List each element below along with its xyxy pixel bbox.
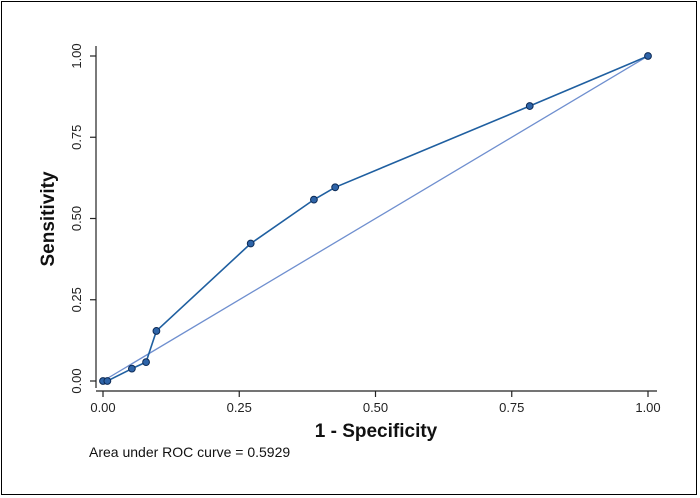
- x-axis-title: 1 - Specificity: [315, 421, 438, 442]
- x-tick-label: 0.00: [90, 400, 115, 415]
- roc-points: [99, 52, 652, 385]
- reference-diagonal-line: [102, 55, 649, 382]
- roc-point-marker: [103, 377, 112, 385]
- y-ticks: 0.00 0.25 0.50 0.75 1.00: [69, 43, 96, 394]
- x-tick-label: 1.00: [635, 400, 660, 415]
- roc-point-marker: [525, 102, 534, 110]
- roc-point-marker: [142, 358, 150, 367]
- auc-annotation: Area under ROC curve = 0.5929: [89, 444, 290, 460]
- roc-curve-line: [103, 55, 649, 382]
- x-tick-label: 0.50: [363, 400, 388, 415]
- roc-point-marker: [246, 239, 255, 248]
- roc-point-marker: [310, 195, 318, 204]
- roc-point-marker: [331, 183, 340, 192]
- y-tick-label: 0.50: [69, 206, 84, 231]
- roc-point-marker: [127, 364, 136, 373]
- x-ticks: 0.00 0.25 0.50 0.75 1.00: [90, 391, 661, 415]
- x-tick-label: 0.75: [499, 400, 524, 415]
- y-axis-title: Sensitivity: [38, 171, 59, 266]
- roc-point-marker: [152, 327, 161, 335]
- x-tick-label: 0.25: [227, 400, 252, 415]
- axes: [95, 46, 657, 392]
- y-tick-label: 0.00: [69, 368, 84, 393]
- y-tick-label: 1.00: [69, 43, 84, 68]
- roc-point-marker: [644, 52, 652, 60]
- y-tick-label: 0.75: [69, 125, 84, 150]
- y-tick-label: 0.25: [69, 287, 84, 312]
